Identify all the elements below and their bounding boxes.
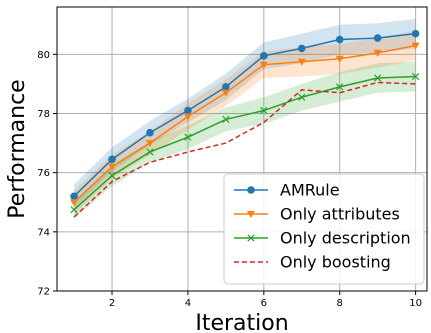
confidence-band xyxy=(74,30,416,215)
plot-frame xyxy=(56,6,428,292)
data-point xyxy=(145,140,154,148)
x-tick-label: 10 xyxy=(409,298,422,309)
legend-item: Only description xyxy=(234,229,411,248)
data-point xyxy=(373,49,382,57)
data-point xyxy=(260,106,268,115)
series-line xyxy=(73,32,416,197)
y-axis-ticks: 72 74 76 78 80 xyxy=(37,50,57,298)
data-point xyxy=(297,58,306,66)
data-point xyxy=(146,148,154,156)
data-point xyxy=(108,155,116,164)
data-point xyxy=(260,52,268,60)
data-point xyxy=(335,35,344,44)
data-point xyxy=(374,74,382,82)
y-tick-label: 72 xyxy=(37,287,50,298)
series-line xyxy=(73,81,416,218)
data-point xyxy=(373,34,382,42)
y-tick-label: 76 xyxy=(37,168,50,179)
data-point xyxy=(297,44,306,53)
data-point xyxy=(146,128,154,137)
data-point xyxy=(336,83,344,91)
legend-box xyxy=(223,173,425,285)
data-point xyxy=(222,115,230,124)
series-line xyxy=(73,75,416,211)
data-point xyxy=(411,42,420,50)
data-point xyxy=(335,55,344,63)
data-point xyxy=(70,206,78,214)
data-point xyxy=(222,83,230,91)
data-point xyxy=(411,29,420,38)
legend-label: Only boosting xyxy=(280,253,391,272)
y-tick-label: 74 xyxy=(37,227,50,238)
data-point xyxy=(184,106,192,115)
data-point xyxy=(108,172,116,180)
x-axis-label: Iteration xyxy=(195,311,288,333)
data-point xyxy=(247,234,255,242)
legend: AMRule Only attributes Only description Onl… xyxy=(223,173,425,285)
data-point xyxy=(70,192,78,201)
data-point xyxy=(183,113,192,121)
legend-item: Only boosting xyxy=(234,253,391,272)
data-point xyxy=(221,89,230,97)
x-tick-label: 4 xyxy=(185,298,191,309)
series-markers xyxy=(70,29,420,214)
confidence-band xyxy=(74,61,416,219)
series-line xyxy=(73,44,416,203)
data-point xyxy=(298,93,306,101)
y-axis-label: Performance xyxy=(5,79,30,218)
data-point xyxy=(184,133,192,141)
data-point xyxy=(70,199,79,207)
x-axis-ticks: 2 4 6 8 10 xyxy=(109,291,422,309)
data-point xyxy=(259,61,268,69)
legend-label: Only attributes xyxy=(280,205,400,224)
y-tick-label: 78 xyxy=(37,109,50,120)
legend-item: Only attributes xyxy=(234,205,400,224)
legend-label: Only description xyxy=(280,229,411,248)
x-tick-label: 2 xyxy=(109,298,115,309)
data-point xyxy=(108,163,117,171)
legend-label: AMRule xyxy=(280,181,340,200)
legend-item: AMRule xyxy=(234,181,340,200)
x-tick-label: 8 xyxy=(337,298,343,309)
x-tick-label: 6 xyxy=(261,298,267,309)
data-point xyxy=(247,186,255,194)
series-lines xyxy=(73,32,416,218)
data-point xyxy=(411,72,420,81)
y-tick-label: 80 xyxy=(37,50,50,61)
data-point xyxy=(247,211,255,218)
